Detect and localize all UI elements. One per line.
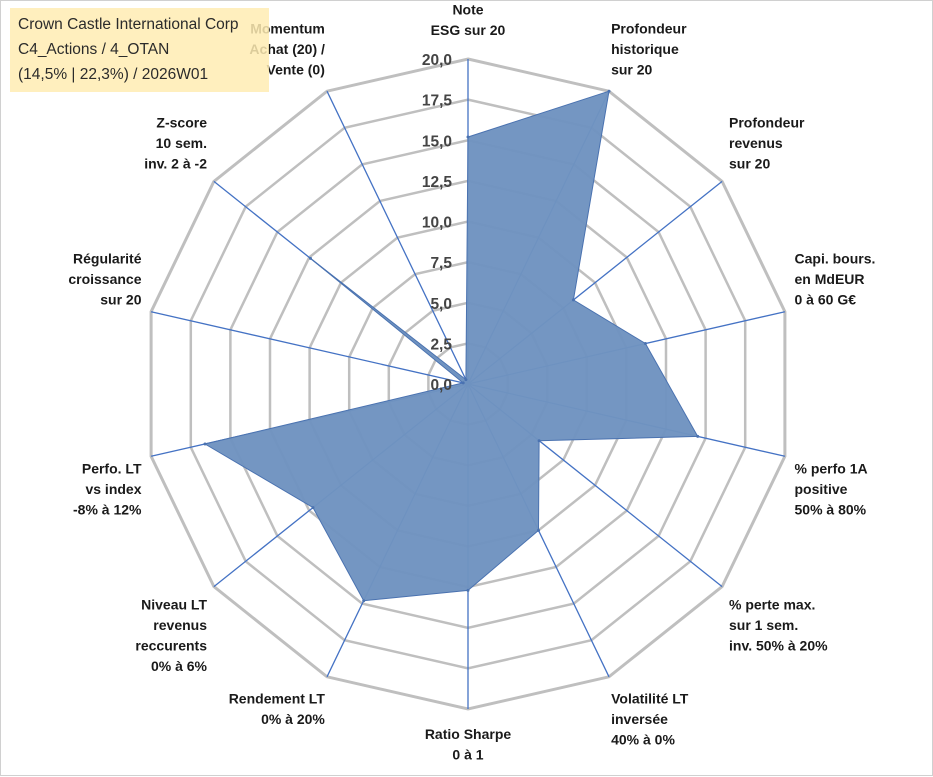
data-point xyxy=(203,442,207,446)
data-point xyxy=(464,378,468,382)
title-portfolio: C4_Actions / 4_OTAN xyxy=(18,41,170,58)
axis-label-line: sur 20 xyxy=(611,62,652,78)
axis-label-line: Ratio Sharpe xyxy=(425,726,512,742)
tick-label: 17,5 xyxy=(422,93,453,110)
data-point xyxy=(696,434,700,438)
axis-label: Ratio Sharpe 0 à 1 xyxy=(425,726,512,763)
series-layer xyxy=(203,89,700,603)
axis-label-line: 0% à 6% xyxy=(151,658,208,674)
title-stats: (14,5% | 22,3%) / 2026W01 xyxy=(18,66,209,83)
axis-label-line: Z-score xyxy=(156,115,207,131)
tick-label: 2,5 xyxy=(430,336,452,353)
data-point xyxy=(309,256,312,260)
axis-label-line: inv. 2 à -2 xyxy=(144,156,207,172)
data-point xyxy=(461,381,465,385)
tick-layer: 0,0 2,5 5,0 7,5 10,0 12,5 15,0 17,5 20,0 xyxy=(422,52,453,394)
data-point xyxy=(571,298,575,302)
axis-label: Perfo. LT vs index -8% à 12% xyxy=(73,460,142,517)
chart-title-box: Crown Castle International Corp C4_Actio… xyxy=(10,8,269,92)
axis-label: Z-score 10 sem. inv. 2 à -2 xyxy=(144,115,207,172)
axis-label: Profondeur historique sur 20 xyxy=(611,21,687,78)
axis-label-line: en MdEUR xyxy=(795,271,865,287)
data-point xyxy=(537,439,541,443)
axis-label: Régularité croissance sur 20 xyxy=(68,251,141,308)
axis-label-line: sur 20 xyxy=(100,292,141,308)
axis-label-line: Perfo. LT xyxy=(82,460,142,476)
axis-label-line: Vente (0) xyxy=(267,62,325,78)
axis-label-line: vs index xyxy=(85,481,141,497)
axis-label-line: positive xyxy=(795,481,848,497)
axis-label-line: inv. 50% à 20% xyxy=(729,637,828,653)
axis-label-line: croissance xyxy=(68,271,141,287)
axis-label-line: % perte max. xyxy=(729,596,815,612)
data-point xyxy=(466,135,470,139)
data-point xyxy=(466,588,470,592)
axis-label: Niveau LT revenus reccurents 0% à 6% xyxy=(135,596,207,674)
axis-spoke xyxy=(326,90,469,385)
axis-label-line: -8% à 12% xyxy=(73,501,142,517)
axis-label: Capi. bours. en MdEUR 0 à 60 G€ xyxy=(795,251,876,308)
axis-label: % perte max. sur 1 sem. inv. 50% à 20% xyxy=(729,596,828,653)
axis-label: Profondeur revenus sur 20 xyxy=(729,115,805,172)
axis-label-line: reccurents xyxy=(135,637,207,653)
axis-label-line: inversée xyxy=(611,711,668,727)
axis-label-line: Profondeur xyxy=(611,21,687,37)
axis-label-line: Niveau LT xyxy=(141,596,207,612)
axis-label: Volatilité LT inversée 40% à 0% xyxy=(611,690,689,747)
tick-label: 0,0 xyxy=(430,377,452,394)
axis-label-line: Capi. bours. xyxy=(795,251,876,267)
axis-label: Rendement LT 0% à 20% xyxy=(229,690,326,727)
axis-label-line: Rendement LT xyxy=(229,690,326,706)
tick-label: 20,0 xyxy=(422,52,452,69)
axis-label-line: 40% à 0% xyxy=(611,731,675,747)
axis-label-line: Profondeur xyxy=(729,115,805,131)
data-point xyxy=(362,599,366,603)
data-point xyxy=(311,506,315,510)
axis-label-line: sur 1 sem. xyxy=(729,617,798,633)
title-company: Crown Castle International Corp xyxy=(18,16,239,33)
axis-label: Note ESG sur 20 xyxy=(431,2,506,39)
axis-label-line: 0% à 20% xyxy=(261,711,325,727)
data-point xyxy=(537,528,540,532)
axis-label-line: 10 sem. xyxy=(156,135,207,151)
axis-label-layer: Note ESG sur 20 Profondeur historique sur 20… xyxy=(68,2,875,763)
axis-label-line: sur 20 xyxy=(729,156,770,172)
axis-label-line: revenus xyxy=(153,617,207,633)
data-point xyxy=(607,89,611,93)
tick-label: 15,0 xyxy=(422,133,452,150)
tick-label: 7,5 xyxy=(430,255,452,272)
axis-label-line: % perfo 1A xyxy=(795,460,868,476)
axis-label-line: revenus xyxy=(729,135,783,151)
axis-label-line: 0 à 1 xyxy=(452,747,483,763)
axis-label-line: historique xyxy=(611,41,679,57)
tick-label: 12,5 xyxy=(422,174,453,191)
axis-label-line: Régularité xyxy=(73,251,142,267)
tick-label: 10,0 xyxy=(422,215,452,232)
axis-label-line: Note xyxy=(452,2,483,18)
axis-label-line: ESG sur 20 xyxy=(431,22,506,38)
axis-label-line: 50% à 80% xyxy=(795,501,867,517)
axis-label-line: 0 à 60 G€ xyxy=(795,292,857,308)
axis-spoke xyxy=(150,311,469,385)
tick-label: 5,0 xyxy=(430,296,452,313)
axis-label: % perfo 1A positive 50% à 80% xyxy=(795,460,868,517)
data-point xyxy=(643,342,647,345)
axis-label-line: Volatilité LT xyxy=(611,690,689,706)
